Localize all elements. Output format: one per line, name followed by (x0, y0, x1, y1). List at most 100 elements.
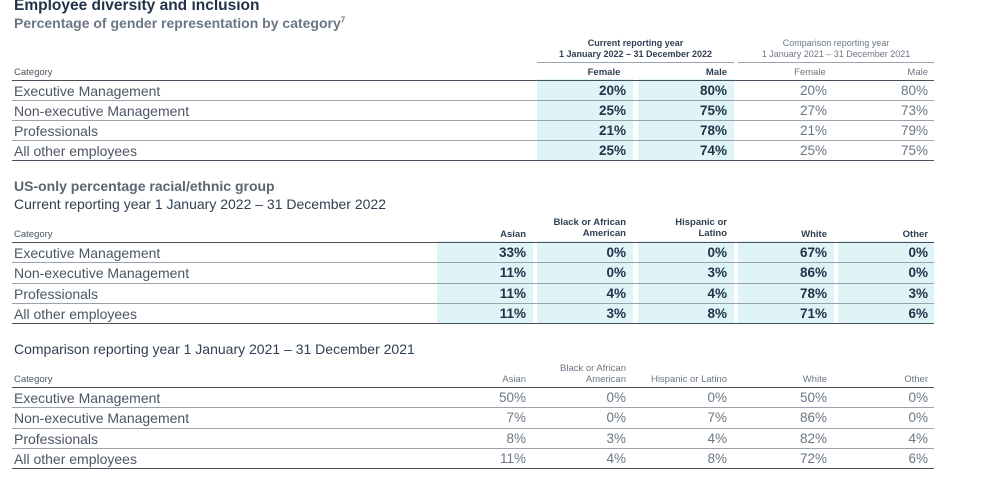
table-cell: 74% (699, 143, 727, 158)
col-header-white: White (801, 229, 827, 240)
table-cell: 50% (799, 390, 827, 405)
table-cell: 82% (799, 431, 827, 446)
row-divider (12, 100, 934, 101)
table-cell: 3% (606, 306, 626, 321)
header-rule (12, 387, 934, 389)
table-cell: 78% (699, 123, 727, 138)
col-header-asian: Asian (502, 374, 526, 385)
table-cell: 21% (598, 123, 626, 138)
table-cell: 8% (707, 451, 727, 466)
table-cell: 33% (498, 245, 526, 260)
col-header-female-current: Female (587, 67, 621, 78)
col-header-black-african-american: Black or African American (560, 363, 626, 385)
table-cell: 50% (498, 390, 526, 405)
section-subtitle: Comparison reporting year 1 January 2021… (14, 341, 415, 357)
table-cell: 67% (799, 245, 827, 260)
table-cell: 0% (606, 245, 626, 260)
table-cell: 11% (499, 451, 526, 466)
highlight-racial-current (437, 241, 533, 324)
group-header-rule (537, 62, 734, 63)
table-cell: 73% (900, 103, 928, 118)
highlight-racial-current (638, 241, 734, 324)
table-row-label: Non-executive Management (14, 103, 190, 119)
table-cell: 8% (707, 306, 727, 321)
table-cell: 0% (707, 390, 727, 405)
row-divider (12, 448, 934, 449)
table-cell: 6% (908, 306, 928, 321)
col-header-hispanic-latino: Hispanic or Latino (650, 374, 727, 385)
table-row-label: Professionals (14, 431, 99, 447)
table-cell: 86% (799, 265, 827, 280)
table-cell: 3% (606, 431, 626, 446)
table-row-label: Executive Management (14, 245, 161, 261)
row-divider (12, 303, 934, 304)
table-cell: 11% (499, 306, 526, 321)
table-cell: 8% (506, 431, 526, 446)
table-cell: 25% (598, 103, 626, 118)
row-divider (12, 140, 934, 141)
table-cell: 71% (799, 306, 827, 321)
table-cell: 4% (707, 431, 727, 446)
table-cell: 3% (707, 265, 727, 280)
table-cell: 72% (799, 451, 827, 466)
table-cell: 0% (908, 265, 928, 280)
table-cell: 0% (908, 410, 928, 425)
col-header-other: Other (902, 229, 928, 240)
table-cell: 7% (707, 410, 727, 425)
table-cell: 4% (908, 431, 928, 446)
table-cell: 75% (900, 143, 928, 158)
table-bottom-rule (12, 323, 934, 325)
col-header-male-comparison: Male (907, 67, 928, 78)
highlight-racial-current (838, 241, 934, 324)
header-rule (12, 242, 934, 244)
table-row-label: Non-executive Management (14, 265, 190, 281)
col-header-black-african-american: Black or African American (553, 217, 626, 239)
row-divider (12, 262, 934, 263)
table-cell: 4% (606, 286, 626, 301)
table-cell: 25% (799, 143, 827, 158)
table-cell: 25% (598, 143, 626, 158)
table-cell: 27% (799, 103, 827, 118)
table-cell: 0% (606, 265, 626, 280)
col-header-female-comparison: Female (794, 67, 826, 78)
table-cell: 0% (606, 410, 626, 425)
table-cell: 11% (499, 265, 526, 280)
table-cell: 75% (699, 103, 727, 118)
table-bottom-rule (12, 160, 934, 162)
col-header-hispanic-latino: Hispanic or Latino (675, 217, 727, 239)
col-header-other: Other (904, 374, 928, 385)
col-header-asian: Asian (500, 229, 526, 240)
comparison-year-group-header: Comparison reporting year 1 January 2021… (761, 38, 911, 59)
table-cell: 86% (799, 410, 827, 425)
header-rule (12, 80, 934, 82)
table-cell: 78% (799, 286, 827, 301)
table-cell: 80% (900, 83, 928, 98)
table-row-label: Executive Management (14, 83, 161, 99)
table-cell: 20% (598, 83, 626, 98)
row-divider (12, 407, 934, 408)
table-cell: 79% (900, 123, 928, 138)
col-header-white: White (802, 374, 827, 385)
table-cell: 6% (908, 451, 928, 466)
table-row-label: Professionals (14, 123, 99, 139)
table-row-label: Non-executive Management (14, 410, 190, 426)
table-cell: 3% (908, 286, 928, 301)
table-row-label: All other employees (14, 143, 137, 159)
highlight-racial-current (738, 241, 834, 324)
col-header-male-current: Male (705, 67, 727, 78)
row-divider (12, 283, 934, 284)
table-cell: 4% (707, 286, 727, 301)
table-cell: 4% (606, 451, 626, 466)
table-cell: 0% (908, 390, 928, 405)
category-column-header: Category (14, 374, 53, 385)
table-cell: 80% (699, 83, 727, 98)
section-title: US-only percentage racial/ethnic group (14, 178, 275, 194)
table-cell: 20% (799, 83, 827, 98)
table-row-label: Professionals (14, 286, 99, 302)
table-cell: 0% (606, 390, 626, 405)
highlight-racial-current (537, 241, 633, 324)
page-title: Employee diversity and inclusion (14, 0, 260, 14)
table-cell: 0% (908, 245, 928, 260)
category-column-header: Category (14, 229, 53, 240)
table-row-label: All other employees (14, 306, 137, 322)
